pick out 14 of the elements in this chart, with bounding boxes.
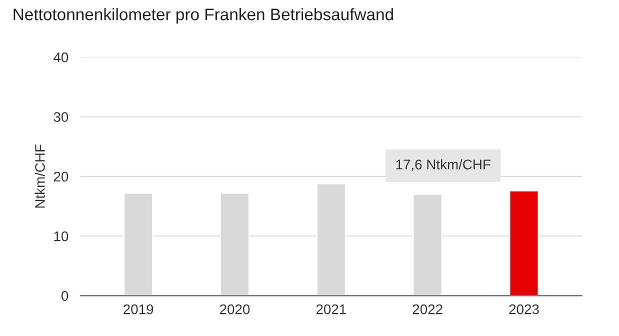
y-axis-title: Ntkm/CHF [34,144,45,208]
y-tick-label: 40 [54,52,68,62]
y-tick-label: 20 [54,172,68,182]
annotation: 17,6 Ntkm/CHF [396,159,490,172]
x-tick-label: 2023 [509,304,539,314]
chart-title: Nettotonnenkilometer pro Franken Betriebsaufwand [14,8,394,24]
y-tick-label: 10 [54,231,68,242]
x-tick-label: 2021 [316,304,346,314]
x-tick-label: 2022 [412,304,442,314]
x-tick-label: 2020 [220,304,250,314]
x-tick-label: 2019 [124,304,154,314]
bar [508,190,540,296]
y-tick-label: 30 [54,112,68,122]
y-tick-label: 0 [61,291,68,301]
